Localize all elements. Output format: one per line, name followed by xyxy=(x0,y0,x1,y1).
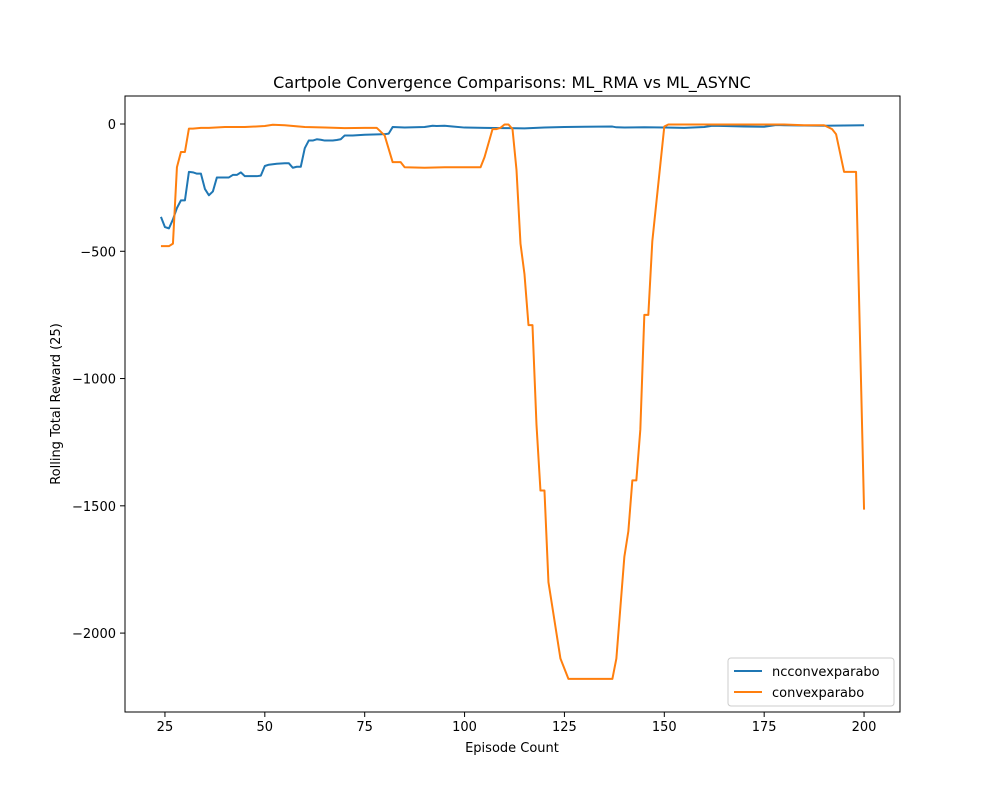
y-axis-ticks: 0 −500 −1000 −1500 −2000 xyxy=(72,118,125,642)
y-tick-label: −1000 xyxy=(72,373,116,388)
x-tick-label: 50 xyxy=(257,720,274,735)
y-tick-label: −500 xyxy=(80,245,116,260)
x-tick-label: 25 xyxy=(157,720,174,735)
series-line-convexparabo xyxy=(160,123,866,680)
x-tick-label: 75 xyxy=(356,720,373,735)
x-tick-label: 100 xyxy=(452,720,477,735)
plot-frame xyxy=(124,95,901,713)
legend-box xyxy=(727,657,895,707)
y-tick-label: −2000 xyxy=(72,627,116,642)
x-tick-label: 200 xyxy=(852,720,877,735)
x-tick-label: 175 xyxy=(752,720,777,735)
legend-label-convexparabo: convexparabo xyxy=(772,686,864,701)
y-axis-label: Rolling Total Reward (25) xyxy=(49,323,64,485)
chart-title: Cartpole Convergence Comparisons: ML_RMA… xyxy=(273,73,751,93)
x-tick-label: 150 xyxy=(652,720,677,735)
x-tick-label: 125 xyxy=(552,720,577,735)
legend-label-ncconvexparabo: ncconvexparabo xyxy=(772,665,880,680)
y-tick-label: 0 xyxy=(108,118,116,133)
x-axis-label: Episode Count xyxy=(465,741,559,756)
y-tick-label: −1500 xyxy=(72,500,116,515)
series-line-ncconvexparabo xyxy=(160,124,865,230)
legend: ncconvexparabo convexparabo xyxy=(727,657,895,707)
plot-lines xyxy=(160,123,866,680)
x-axis-ticks: 25 50 75 100 125 150 175 200 xyxy=(157,712,877,735)
